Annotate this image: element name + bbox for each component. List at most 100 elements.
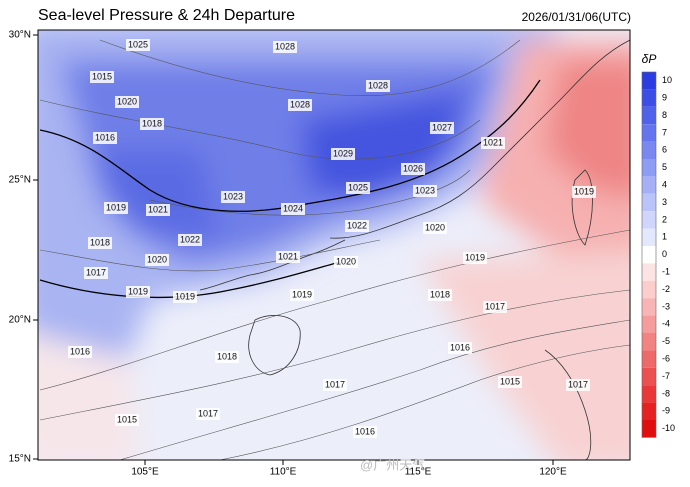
contour-label: 1028 (368, 80, 388, 90)
colorbar-tick-label: 8 (662, 110, 667, 120)
contour-label-bg (145, 254, 169, 266)
map: 1025 1028 1015 1020 1018 1016 1028 1028 1027 1029… (38, 30, 630, 460)
contour-label: 1017 (198, 408, 218, 418)
contour-label-bg (346, 182, 370, 194)
contour-label-bg (68, 346, 92, 358)
colorbar-cell (642, 106, 656, 125)
contour-label: 1016 (355, 426, 375, 436)
contour-label: 1019 (106, 202, 126, 212)
contour-label-bg (323, 379, 347, 391)
contour-label: 1017 (325, 379, 345, 389)
colorbar-tick-label: 1 (662, 232, 667, 242)
contour-label: 1026 (403, 163, 423, 173)
colorbar-tick-label: 4 (662, 179, 667, 189)
contour-label: 1024 (283, 203, 303, 213)
contour-label-bg (215, 351, 239, 363)
contour-label-bg (126, 39, 150, 51)
contour-label: 1020 (425, 222, 445, 232)
contour-label-bg (572, 186, 596, 198)
contour-label-bg (90, 71, 114, 83)
contour-label-bg (93, 132, 117, 144)
colorbar-tick-label: 9 (662, 92, 667, 102)
colorbar-cell (642, 333, 656, 351)
contour-label: 1029 (333, 148, 353, 158)
colorbar-tick-label: 6 (662, 145, 667, 155)
lon-label: 110°E (270, 467, 297, 478)
contour-label: 1025 (348, 182, 368, 192)
contour-label-bg (366, 80, 390, 92)
colorbar-cell (642, 315, 656, 333)
contour-label-bg (140, 118, 164, 130)
colorbar-tick-label: -8 (662, 388, 670, 398)
colorbar-cell (642, 263, 656, 281)
contour-label: 1015 (500, 376, 520, 386)
contour-label-bg (428, 289, 452, 301)
contour-label: 1028 (275, 41, 295, 51)
lon-label: 120°E (539, 467, 567, 478)
contour-label-bg (273, 41, 297, 53)
lat-label: 20°N (9, 315, 31, 326)
contour-label: 1016 (95, 132, 115, 142)
contour-label-bg (334, 256, 358, 268)
colorbar-cell (642, 367, 656, 386)
colorbar-tick-label: -6 (662, 353, 670, 363)
colorbar-cell (642, 124, 656, 142)
contour-label: 1018 (430, 289, 450, 299)
colorbar-tick-label: 2 (662, 214, 667, 224)
contour-label-bg (290, 289, 314, 301)
contour-label: 1019 (465, 252, 485, 262)
colorbar-cell (642, 280, 656, 299)
contour-label: 1018 (142, 118, 162, 128)
contour-label-bg (413, 185, 437, 197)
contour-label: 1023 (415, 185, 435, 195)
colorbar-cell (642, 350, 656, 368)
contour-label: 1021 (148, 204, 168, 214)
contour-label: 1016 (70, 346, 90, 356)
colorbar-cell (642, 385, 656, 403)
colorbar-cell (642, 159, 656, 177)
contour-label-bg (331, 148, 355, 160)
contour-label-bg (221, 191, 245, 203)
colorbar-tick-label: 0 (662, 249, 667, 259)
contour-label-bg (104, 202, 128, 214)
contour-label: 1015 (117, 414, 137, 424)
contour-label: 1023 (223, 191, 243, 201)
colorbar-cell (642, 402, 656, 420)
contour-label-bg (463, 252, 487, 264)
timestamp: 2026/01/31/06(UTC) (522, 10, 631, 24)
colorbar-cell (642, 193, 656, 212)
colorbar-cell (642, 228, 656, 246)
colorbar-cell (642, 72, 656, 90)
contour-label-bg (566, 379, 590, 391)
colorbar-tick-label: -5 (662, 336, 670, 346)
contour-label-bg (481, 137, 505, 149)
colorbar-tick-label: -7 (662, 371, 670, 381)
contour-label-bg (401, 163, 425, 175)
contour-label: 1019 (292, 289, 312, 299)
colorbar-tick-label: 7 (662, 127, 667, 137)
lat-label: 25°N (9, 175, 31, 186)
contour-label-bg (353, 426, 377, 438)
colorbar-cell (642, 420, 656, 438)
contour-label-bg (115, 96, 139, 108)
colorbar-tick-label: 10 (662, 75, 672, 85)
colorbar-cell (642, 298, 656, 316)
contour-label: 1015 (92, 71, 112, 81)
colorbar-tick-label: 3 (662, 197, 667, 207)
contour-label-bg (173, 291, 197, 303)
colorbar-tick-label: -4 (662, 319, 670, 329)
contour-label-bg (146, 204, 170, 216)
contour-label-bg (276, 251, 300, 263)
colorbar-tick-label: -10 (662, 423, 675, 433)
lon-label: 115°E (405, 467, 432, 478)
contour-label: 1021 (278, 251, 298, 261)
contour-label-bg (288, 99, 312, 111)
contour-label: 1018 (217, 351, 237, 361)
colorbar-label: δP (642, 52, 657, 66)
lat-label: 30°N (9, 30, 31, 41)
contour-label: 1017 (86, 267, 106, 277)
contour-label-bg (281, 203, 305, 215)
contour-label: 1025 (128, 39, 148, 49)
contour-label: 1027 (432, 122, 452, 132)
